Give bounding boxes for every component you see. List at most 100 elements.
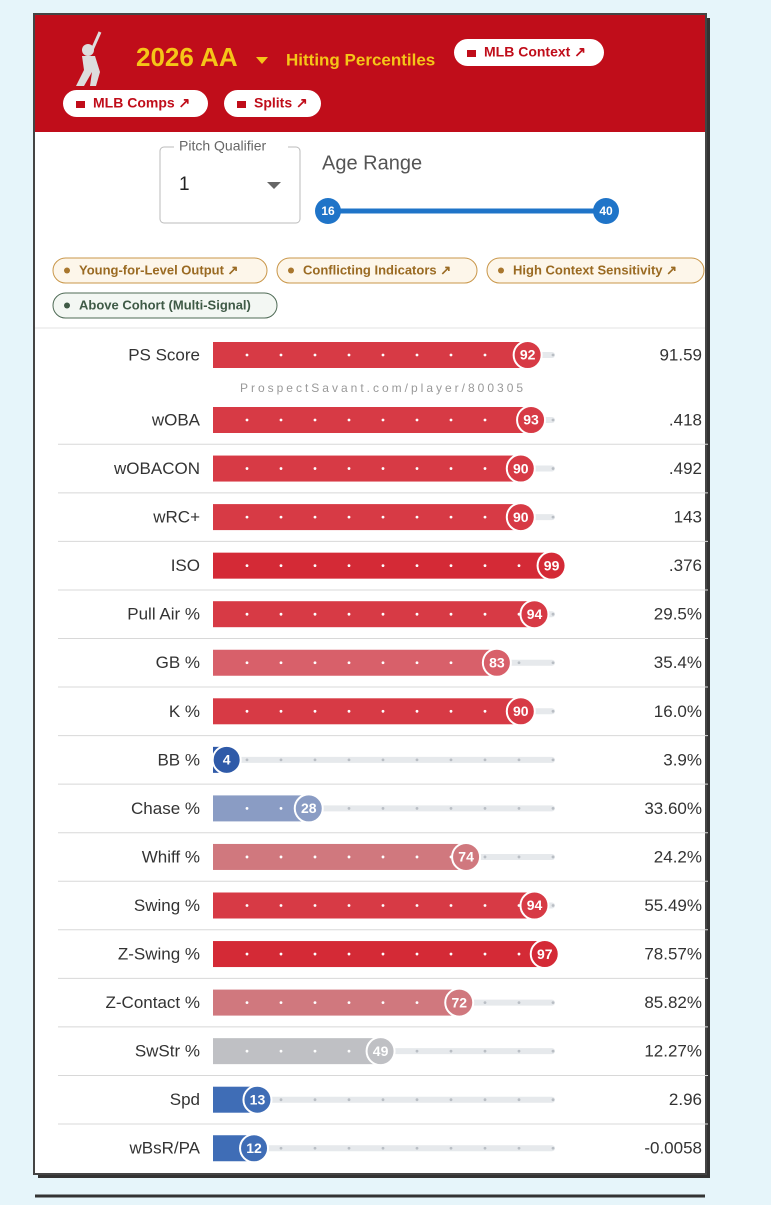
row-label: wBsR/PA: [128, 1139, 200, 1158]
link[interactable]: Splits ↗: [254, 95, 308, 111]
bar-dot: [483, 353, 487, 357]
bar-dot: [313, 564, 317, 568]
bar-dot: [313, 758, 317, 762]
bar-dot: [279, 1049, 283, 1053]
bar-dot: [415, 904, 419, 907]
select-label-bg: [174, 140, 288, 154]
tag[interactable]: Young-for-Level Output ↗: [52, 257, 268, 284]
bar-dot: [449, 807, 453, 810]
tag-text: Above Cohort (Multi-Signal): [79, 297, 251, 312]
range-knob[interactable]: [315, 198, 341, 224]
percentile-label: 90: [513, 703, 529, 719]
title-dropdown[interactable]: [256, 57, 268, 64]
stat-value: 78.57%: [644, 945, 702, 964]
bar-dot: [415, 353, 419, 357]
bar-dot: [551, 515, 555, 519]
percentile-label: 90: [513, 460, 529, 476]
stat-value: 2.96: [669, 1090, 702, 1109]
bar-dot: [245, 904, 249, 907]
bar-dot: [381, 467, 385, 470]
bar-dot: [347, 758, 351, 762]
bar-dot: [313, 1146, 317, 1150]
percentile-label: 4: [223, 752, 231, 768]
bar-dot: [483, 467, 487, 470]
bar-dot: [279, 564, 283, 568]
range-knob[interactable]: [593, 198, 619, 224]
stat-value: 12.27%: [644, 1042, 702, 1061]
bar-dot: [415, 855, 419, 859]
percentile-badge: [451, 841, 482, 872]
percentile-label: 83: [489, 654, 505, 670]
percentile-label: 72: [451, 994, 467, 1010]
bar-dot: [483, 515, 487, 519]
bar-dot: [381, 418, 385, 422]
bar-dot: [245, 709, 249, 713]
bar: [213, 407, 532, 433]
tag[interactable]: High Context Sensitivity ↗: [486, 257, 705, 284]
bar-dot: [347, 515, 351, 519]
bar-dot: [347, 709, 351, 713]
range-label: Age Range: [322, 152, 422, 174]
bar-dot: [483, 904, 487, 907]
stat-value: 16.0%: [654, 702, 702, 721]
bar-dot: [313, 353, 317, 357]
bar-dot: [449, 515, 453, 519]
watermark: ProspectSavant.com/player/800305: [240, 381, 526, 395]
bar-dot: [551, 418, 555, 422]
bar-dot: [381, 353, 385, 357]
bar: [213, 941, 545, 968]
tag[interactable]: Above Cohort (Multi-Signal): [52, 292, 278, 319]
bar-dot: [245, 467, 249, 470]
row-label: Z-Contact %: [106, 993, 200, 1012]
bar: [213, 892, 535, 919]
bar-dot: [415, 515, 419, 519]
bar-dot: [245, 807, 249, 810]
bar-dot: [381, 515, 385, 519]
bar-dot: [483, 1001, 487, 1004]
bar-dot: [279, 612, 283, 616]
bar-dot: [517, 855, 521, 859]
select-label: Pitch Qualifier: [179, 138, 266, 154]
row-label: wRC+: [152, 508, 200, 527]
bar-dot: [279, 904, 283, 907]
bar-dot: [415, 612, 419, 616]
bar-dot: [245, 661, 249, 665]
bar-dot: [279, 1146, 283, 1150]
bar-dot: [245, 418, 249, 422]
bar-dot: [279, 758, 283, 762]
bar-dot: [449, 353, 453, 357]
bar-dot: [347, 353, 351, 357]
stat-value: 33.60%: [644, 799, 702, 818]
bar-dot: [415, 758, 419, 762]
bar-dot: [517, 1001, 521, 1004]
bar-dot: [245, 1001, 249, 1004]
bar-dot: [551, 612, 555, 616]
tag[interactable]: Conflicting Indicators ↗: [276, 257, 478, 284]
bar-dot: [347, 904, 351, 907]
link-pill[interactable]: MLB Context ↗: [454, 39, 604, 66]
row-label: wOBA: [151, 410, 201, 429]
bar-dot: [313, 952, 317, 956]
bar-dot: [313, 709, 317, 713]
bar-dot: [381, 612, 385, 616]
stat-value: 85.82%: [644, 993, 702, 1012]
bar-dot: [449, 564, 453, 568]
percentile-label: 28: [301, 800, 317, 816]
link-pill[interactable]: Splits ↗: [224, 90, 321, 117]
bar-dot: [347, 1146, 351, 1150]
bar-dot: [449, 467, 453, 470]
bar-dot: [347, 612, 351, 616]
percentile-badge: [293, 793, 324, 824]
link[interactable]: MLB Comps ↗: [93, 95, 190, 111]
bar-dot: [415, 467, 419, 470]
bar-dot: [347, 807, 351, 810]
bar-dot: [279, 661, 283, 665]
percentile-badge: [505, 453, 536, 484]
select-arrow: [267, 182, 281, 189]
link[interactable]: MLB Context ↗: [484, 44, 586, 60]
link-pill[interactable]: MLB Comps ↗: [63, 90, 208, 117]
bar-dot: [245, 515, 249, 519]
bar-dot: [313, 515, 317, 519]
bar-dot: [245, 353, 249, 357]
range-max: 40: [599, 204, 613, 218]
